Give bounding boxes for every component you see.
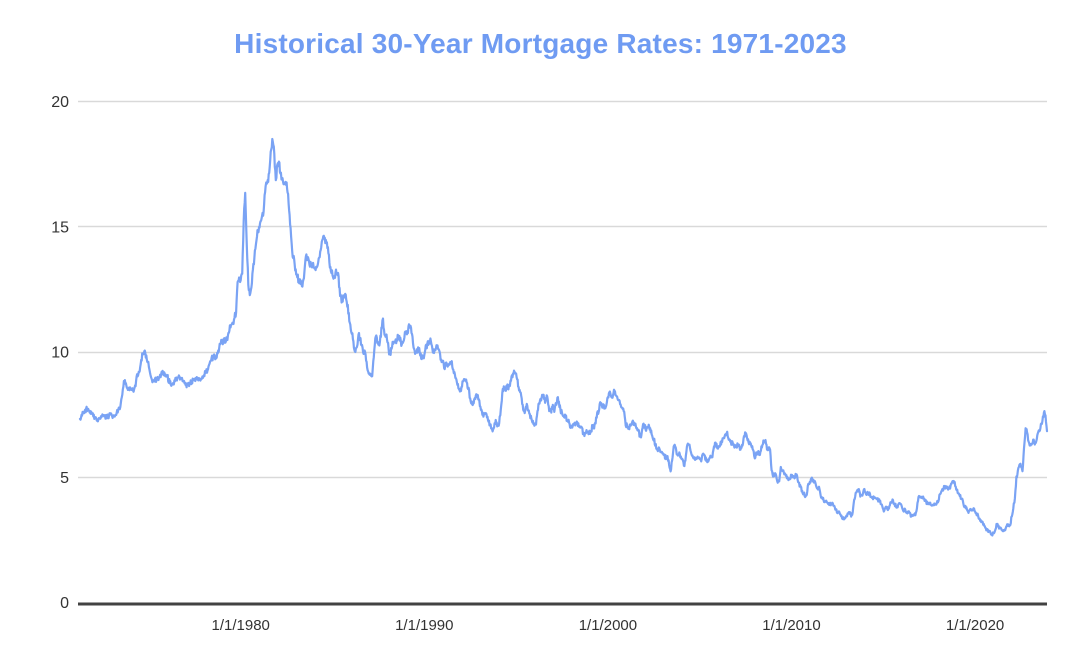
- rate-line-series: [78, 137, 1049, 537]
- y-axis-tick-label: 20: [51, 94, 69, 111]
- chart-title: Historical 30-Year Mortgage Rates: 1971-…: [234, 28, 847, 59]
- x-axis-tick-label: 1/1/2000: [579, 617, 637, 634]
- x-axis-tick-label: 1/1/2020: [946, 617, 1004, 634]
- x-axis-tick-label: 1/1/1980: [212, 617, 270, 634]
- y-axis-tick-label: 5: [60, 470, 69, 487]
- y-axis-tick-label: 15: [51, 219, 69, 236]
- x-axis-tick-label: 1/1/1990: [395, 617, 453, 634]
- y-axis-tick-label: 0: [60, 595, 69, 612]
- y-axis-tick-label: 10: [51, 345, 69, 362]
- x-axis-tick-label: 1/1/2010: [762, 617, 820, 634]
